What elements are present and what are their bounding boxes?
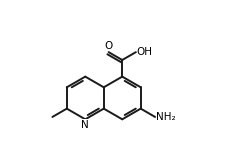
Text: O: O [105, 41, 113, 51]
Text: NH₂: NH₂ [156, 112, 176, 122]
Text: N: N [81, 120, 89, 130]
Text: OH: OH [137, 47, 153, 57]
